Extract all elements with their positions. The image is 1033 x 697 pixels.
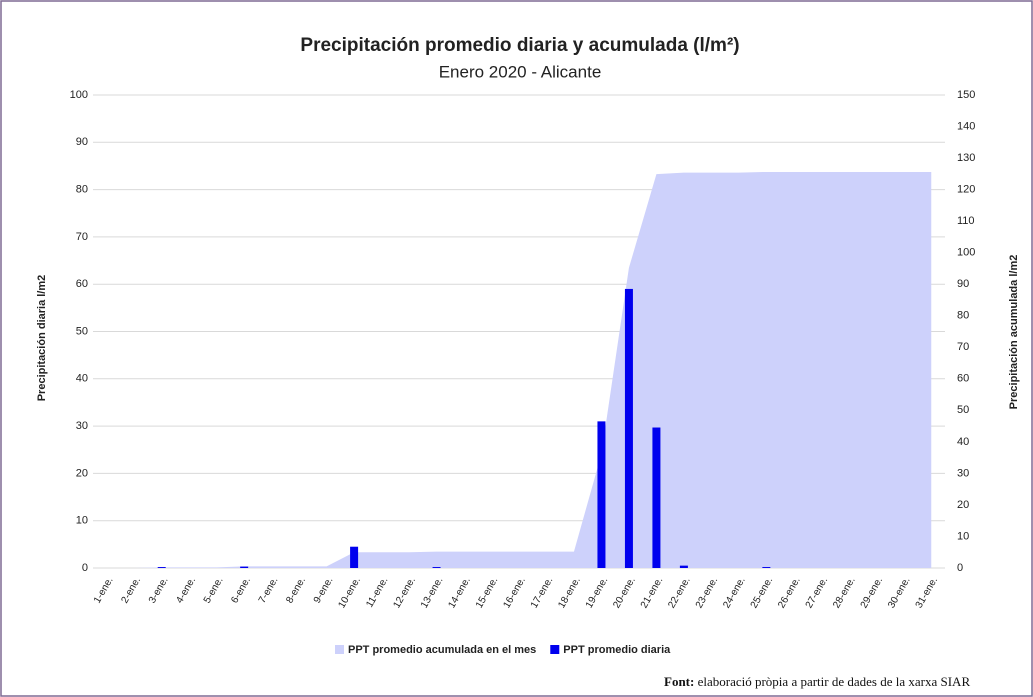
y2-tick-label: 30 (957, 467, 969, 479)
y2-tick-label: 140 (957, 120, 975, 132)
y2-tick-label: 20 (957, 499, 969, 511)
y2-tick-label: 150 (957, 89, 975, 101)
y-axis-title: Precipitación diaria l/m2 (36, 275, 48, 402)
bar (432, 567, 441, 568)
y2-tick-label: 110 (957, 215, 975, 227)
chart-subtitle: Enero 2020 - Alicante (439, 62, 602, 81)
y2-tick-label: 80 (957, 310, 969, 322)
y2-tick-label: 70 (957, 341, 969, 353)
y-tick-label: 80 (76, 184, 88, 196)
bar (240, 566, 249, 568)
legend-swatch (335, 645, 344, 654)
footnote: Font: elaboració pròpia a partir de dade… (664, 674, 1033, 690)
y2-tick-label: 130 (957, 152, 975, 164)
y-tick-label: 60 (76, 278, 88, 290)
y2-tick-label: 120 (957, 184, 975, 196)
legend-label: PPT promedio acumulada en el mes (348, 644, 536, 656)
footnote-text: elaboració pròpia a partir de dades de l… (697, 674, 971, 689)
y-tick-label: 20 (76, 467, 88, 479)
area (106, 171, 932, 568)
y-tick-label: 70 (76, 231, 88, 243)
y2-tick-label: 0 (957, 562, 963, 574)
y-tick-label: 90 (76, 136, 88, 148)
bar (624, 288, 633, 568)
legend-label: PPT promedio diaria (563, 644, 671, 656)
y2-tick-label: 40 (957, 436, 969, 448)
y2-tick-label: 90 (957, 278, 969, 290)
y2-tick-label: 100 (957, 247, 975, 259)
bar (652, 427, 661, 568)
bar (157, 567, 166, 568)
y-tick-label: 10 (76, 515, 88, 527)
bar (762, 567, 771, 568)
y-tick-label: 0 (82, 562, 88, 574)
y2-tick-label: 60 (957, 373, 969, 385)
chart-title: Precipitación promedio diaria y acumulad… (300, 35, 739, 56)
bar (679, 565, 688, 568)
y2-tick-label: 50 (957, 404, 969, 416)
y2-tick-label: 10 (957, 530, 969, 542)
footnote-label: Font: (664, 674, 695, 689)
y-tick-label: 40 (76, 373, 88, 385)
y2-axis-title: Precipitación acumulada l/m2 (1008, 255, 1020, 410)
y-tick-label: 50 (76, 325, 88, 337)
bar (597, 421, 606, 568)
bar (350, 546, 359, 568)
y-tick-label: 100 (70, 89, 88, 101)
y-tick-label: 30 (76, 420, 88, 432)
legend-swatch (550, 645, 560, 654)
